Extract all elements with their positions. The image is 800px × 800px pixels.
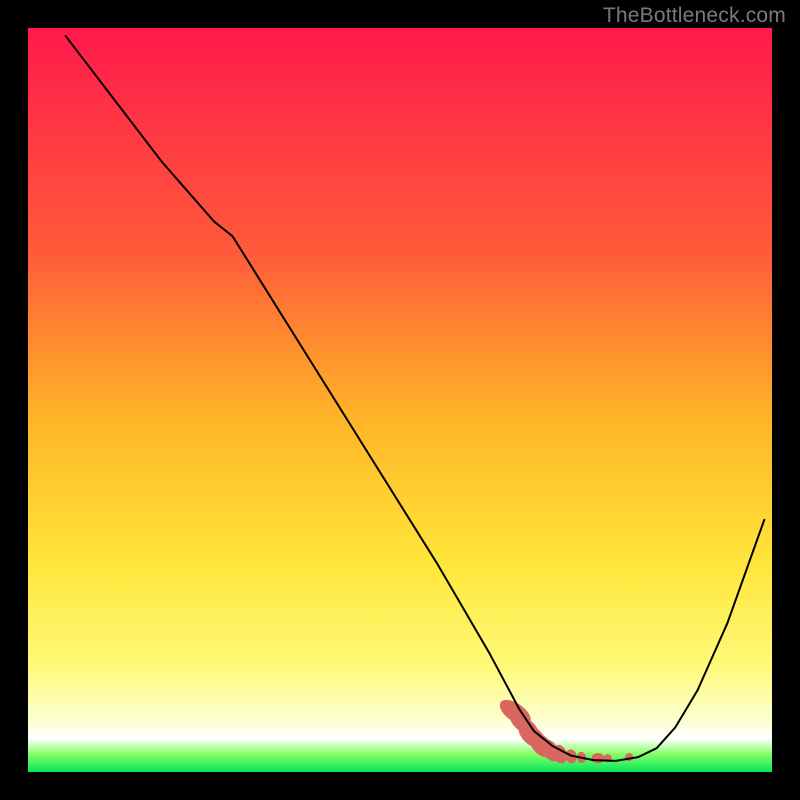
bottleneck-chart <box>28 28 772 772</box>
watermark-text: TheBottleneck.com <box>603 4 786 28</box>
chart-background <box>28 28 772 772</box>
